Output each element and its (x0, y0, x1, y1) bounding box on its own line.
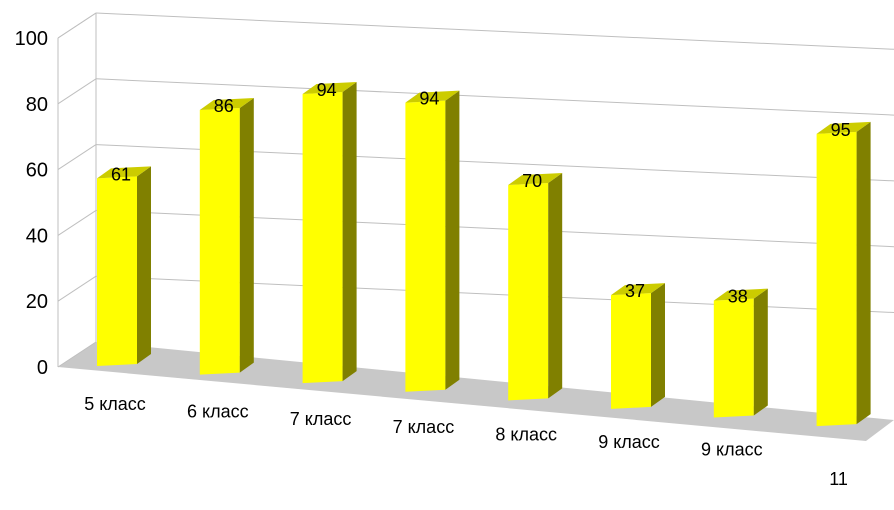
x-tick-label: 6 класс (187, 402, 249, 422)
y-tick-label: 60 (26, 160, 48, 182)
bar-top (199, 98, 254, 111)
bar (611, 283, 665, 409)
gridline-5 (95, 12, 894, 50)
data-label: 38 (728, 287, 748, 307)
x-tick-label: 9 класс (701, 440, 763, 460)
bar (405, 90, 460, 392)
bar-front (199, 108, 240, 375)
x-tick-label: 7 класс (290, 409, 352, 429)
x-tick-label: 9 класс (598, 432, 660, 452)
bar (302, 82, 357, 384)
bar-front (302, 92, 343, 384)
bar-side (753, 288, 768, 416)
x-tick-label: 11класс (815, 469, 862, 510)
bar-top (611, 283, 665, 296)
gridline-wall-4 (57, 78, 97, 105)
y-tick-label: 40 (26, 225, 48, 247)
chart-floor (58, 342, 894, 441)
bar-side (445, 90, 460, 390)
bar-top (405, 90, 460, 103)
y-tick-label: 100 (15, 28, 48, 50)
data-label: 70 (522, 171, 542, 191)
bar-top (508, 173, 563, 186)
gridline-wall-1 (57, 275, 97, 302)
bar-side (137, 166, 151, 364)
data-labels: 61 86 94 94 70 37 38 95 (111, 80, 851, 307)
bar-side (239, 98, 254, 373)
x-tick-label: 8 класс (495, 424, 557, 444)
bar-front (508, 183, 549, 401)
bar-front (405, 100, 446, 392)
bar-front (713, 298, 754, 418)
x-tick-label: 5 класс (84, 394, 146, 414)
bar-side (548, 173, 563, 399)
gridline-wall-0 (57, 341, 97, 368)
bar-side (856, 121, 871, 425)
bar (508, 173, 563, 401)
gridline-wall-5 (57, 12, 97, 39)
bar (97, 166, 151, 366)
bar-front (97, 176, 137, 366)
x-tick-label: 7 класс (393, 417, 455, 437)
bar-top (302, 82, 357, 95)
data-label: 86 (214, 96, 234, 116)
gridline-4 (95, 78, 894, 116)
x-axis: 5 класс 6 класс 7 класс 7 класс 8 класс 9 кла… (84, 394, 862, 510)
bars (97, 82, 871, 427)
bar-top (97, 166, 151, 179)
data-label: 94 (317, 80, 337, 100)
chart-walls (57, 12, 894, 441)
bar-side (342, 82, 357, 382)
bar-front (816, 131, 857, 427)
y-tick-label: 80 (26, 94, 48, 116)
bar-top (713, 288, 768, 301)
gridline-wall-2 (57, 209, 97, 236)
bar (816, 121, 871, 427)
bar-front (611, 293, 651, 409)
bar (199, 98, 254, 375)
y-axis: 0 20 40 60 80 100 (15, 28, 48, 379)
bar (713, 288, 768, 418)
bar-top (816, 121, 871, 134)
data-label: 37 (625, 281, 645, 301)
gridlines (57, 12, 894, 368)
bar-side (651, 283, 665, 407)
data-label: 94 (419, 89, 439, 109)
gridline-wall-3 (57, 144, 97, 171)
data-label: 61 (111, 164, 131, 184)
data-label: 95 (831, 120, 851, 140)
y-tick-label: 0 (37, 357, 48, 379)
y-tick-label: 20 (26, 291, 48, 313)
